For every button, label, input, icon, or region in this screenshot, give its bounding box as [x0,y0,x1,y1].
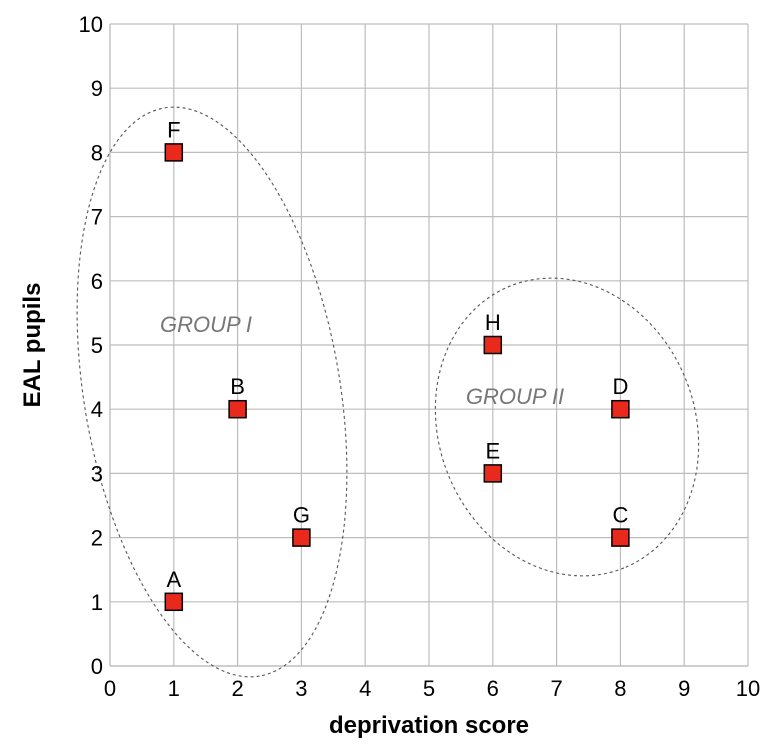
point-marker-e [483,464,503,483]
x-tick-label: 8 [614,676,626,701]
point-marker-a [164,592,184,612]
y-tick-label: 0 [91,654,103,679]
x-axis-title: deprivation score [329,712,529,739]
x-tick-label: 6 [487,676,499,701]
x-tick-label: 0 [104,676,116,701]
y-tick-label: 10 [79,12,103,37]
y-tick-label: 9 [91,76,103,101]
group-i-outline [76,106,348,678]
point-marker-c [611,528,630,547]
y-tick-label: 4 [91,397,103,422]
point-label-e: E [485,438,500,463]
point-label-d: D [612,374,628,399]
point-marker-g [292,528,311,547]
data-points: A B C D E F G H [164,117,630,612]
group-label-2: GROUP II [466,384,564,409]
y-tick-label: 5 [91,333,103,358]
y-tick-label: 1 [91,590,103,615]
point-label-f: F [167,117,180,142]
point-label-c: C [612,503,628,528]
y-tick-label: 6 [91,269,103,294]
point-label-h: H [485,310,501,335]
x-tick-label: 5 [423,676,435,701]
point-label-a: A [166,567,181,592]
point-marker-h [483,335,503,355]
x-tick-label: 9 [678,676,690,701]
point-marker-d [611,399,630,419]
x-tick-label: 7 [550,676,562,701]
point-marker-f [164,143,184,162]
group-outlines [76,106,700,678]
point-marker-b [228,399,247,419]
y-tick-label: 7 [91,205,103,230]
x-tick-label: 2 [231,676,243,701]
point-label-g: G [293,503,310,528]
x-tick-label: 3 [295,676,307,701]
group-labels: GROUP I GROUP II [160,312,564,409]
x-tick-label: 1 [168,676,180,701]
y-axis-title: EAL pupils [19,283,46,408]
y-tick-label: 3 [91,461,103,486]
y-tick-label: 8 [91,140,103,165]
point-label-b: B [230,374,245,399]
tick-labels: 0 1 2 3 4 5 6 7 8 9 10 0 1 2 3 4 5 6 7 8 9 10 [79,12,761,701]
grid [109,23,749,667]
y-tick-label: 2 [91,526,103,551]
group-ii-outline [434,277,700,577]
group-label-1: GROUP I [160,312,252,337]
x-tick-label: 10 [736,676,760,701]
x-tick-label: 4 [359,676,371,701]
